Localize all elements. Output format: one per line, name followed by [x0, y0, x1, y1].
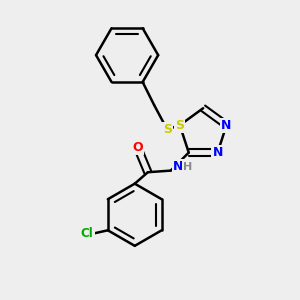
- Text: N: N: [173, 160, 183, 173]
- Text: H: H: [183, 162, 192, 172]
- Text: S: S: [163, 123, 172, 136]
- Text: Cl: Cl: [81, 227, 94, 240]
- Text: O: O: [133, 141, 143, 154]
- Text: N: N: [221, 119, 232, 132]
- Text: N: N: [212, 146, 223, 159]
- Text: S: S: [175, 119, 184, 132]
